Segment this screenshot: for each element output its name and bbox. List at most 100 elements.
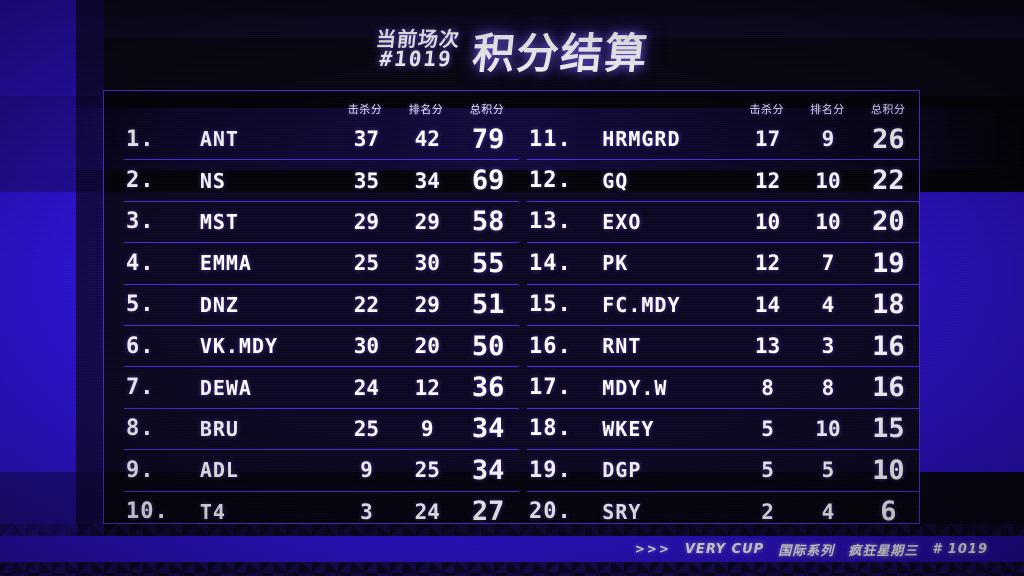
row-rank-points: 29 [414,292,440,317]
row-rank-points: 25 [414,458,440,483]
row-team-name: HRMGRD [602,127,681,152]
row-rank-points: 42 [414,127,440,152]
standings-panel: 击杀分 排名分 总积分 1. ANT 37 42 79 2. NS 35 34 69 3. MST 29… [103,90,920,527]
footer-event: 疯狂星期三 [848,543,919,559]
row-kill-points: 5 [761,458,774,483]
row-team-name: PK [602,251,629,276]
table-row[interactable]: 15. FC.MDY 14 4 18 [527,283,919,325]
background-left-dim-column [76,0,104,576]
row-kill-points: 9 [360,458,373,483]
background-band-4 [0,192,1024,472]
row-rank-points: 29 [414,209,440,234]
row-kill-points: 13 [754,334,781,359]
table-rows-right: 11. HRMGRD 17 9 26 12. GQ 12 10 22 13. EXO 10 10 20 14.… [527,119,919,532]
table-row[interactable]: 2. NS 35 34 69 [124,159,519,200]
row-kill-points: 5 [761,416,774,441]
row-rank: 15. [529,292,572,318]
table-row[interactable]: 6. VK.MDY 30 20 50 [124,324,519,366]
row-team-name: EMMA [199,251,252,276]
row-total-points: 19 [872,247,905,279]
row-total-points: 58 [471,206,505,238]
row-rank: 1. [126,126,155,152]
table-row[interactable]: 14. PK 12 7 19 [527,242,919,283]
row-rank: 12. [529,168,572,194]
row-total-points: 15 [872,413,905,445]
row-kill-points: 25 [353,416,380,441]
background-band-5 [0,472,1024,536]
row-team-name: BRU [199,416,239,441]
background-top-stripe [0,16,1024,38]
table-row[interactable]: 19. DGP 5 5 10 [527,449,919,490]
table-header-left: 击杀分 排名分 总积分 [124,91,519,117]
row-team-name: WKEY [602,416,655,441]
table-row[interactable]: 7. DEWA 24 12 36 [124,366,519,407]
row-team-name: RNT [602,334,642,359]
table-row[interactable]: 13. EXO 10 10 20 [527,200,919,242]
row-rank-points: 9 [821,127,835,152]
table-row[interactable]: 12. GQ 12 10 22 [527,159,919,200]
row-team-name: MST [199,209,239,234]
row-rank-points: 9 [420,416,434,441]
row-rank: 6. [126,333,155,359]
row-rank: 10. [126,499,169,525]
row-rank-points: 20 [414,334,440,359]
row-rank-points: 4 [821,292,835,317]
row-rank-points: 10 [815,168,841,193]
table-row[interactable]: 16. RNT 13 3 16 [527,324,919,366]
hex-texture-bottom [0,560,1024,576]
table-row[interactable]: 3. MST 29 29 58 [124,200,519,242]
standings-table-right: 击杀分 排名分 总积分 11. HRMGRD 17 9 26 12. GQ 12 10 22 13.… [527,91,919,527]
row-kill-points: 17 [754,127,781,152]
row-total-points: 55 [471,247,505,279]
match-label-line2: #1019 [378,47,454,72]
footer-match-id: # 1019 [932,541,988,557]
row-kill-points: 12 [754,168,781,193]
footer-bar: >>> VERY CUP 国际系列 疯狂星期三 # 1019 [0,536,1024,562]
row-rank: 4. [126,250,155,276]
row-rank: 18. [529,416,572,442]
table-row[interactable]: 4. EMMA 25 30 55 [124,242,519,283]
row-rank: 17. [529,375,572,401]
row-total-points: 16 [872,372,905,404]
row-rank-points: 3 [821,334,835,359]
table-header-right: 击杀分 排名分 总积分 [527,91,919,117]
row-total-points: 79 [471,123,505,155]
table-row[interactable]: 18. WKEY 5 10 15 [527,407,919,449]
row-kill-points: 10 [754,209,781,234]
table-row[interactable]: 17. MDY.W 8 8 16 [527,366,919,407]
row-total-points: 6 [880,496,897,528]
row-rank: 19. [529,457,572,483]
row-team-name: FC.MDY [602,292,681,317]
row-team-name: DNZ [199,292,239,317]
row-team-name: VK.MDY [199,334,279,359]
row-rank: 11. [529,126,572,152]
row-rank: 2. [126,168,155,194]
row-team-name: GQ [602,168,629,193]
table-row[interactable]: 10. T4 3 24 27 [124,490,519,532]
row-rank-points: 10 [815,416,841,441]
table-row[interactable]: 1. ANT 37 42 79 [124,119,519,159]
table-row[interactable]: 9. ADL 9 25 34 [124,449,519,490]
row-rank-points: 24 [414,499,440,524]
row-rank-points: 34 [414,168,440,193]
row-total-points: 34 [471,454,505,486]
background-band-1 [0,0,1024,16]
row-kill-points: 24 [353,375,380,400]
row-kill-points: 29 [353,209,380,234]
table-row[interactable]: 8. BRU 25 9 34 [124,407,519,449]
row-team-name: DEWA [199,375,252,400]
row-kill-points: 37 [353,127,380,152]
table-gap [519,91,527,523]
header-rank-points: 排名分 [408,103,444,116]
match-label: 当前场次 #1019 [373,27,462,72]
table-row[interactable]: 5. DNZ 22 29 51 [124,283,519,325]
table-row[interactable]: 11. HRMGRD 17 9 26 [527,119,919,159]
background-left-column-c [0,192,76,472]
background-band-3 [0,96,1024,192]
row-kill-points: 35 [353,168,380,193]
row-kill-points: 12 [754,251,781,276]
row-team-name: SRY [602,499,642,524]
table-row[interactable]: 20. SRY 2 4 6 [527,490,919,532]
header-total-points: 总积分 [469,103,505,116]
